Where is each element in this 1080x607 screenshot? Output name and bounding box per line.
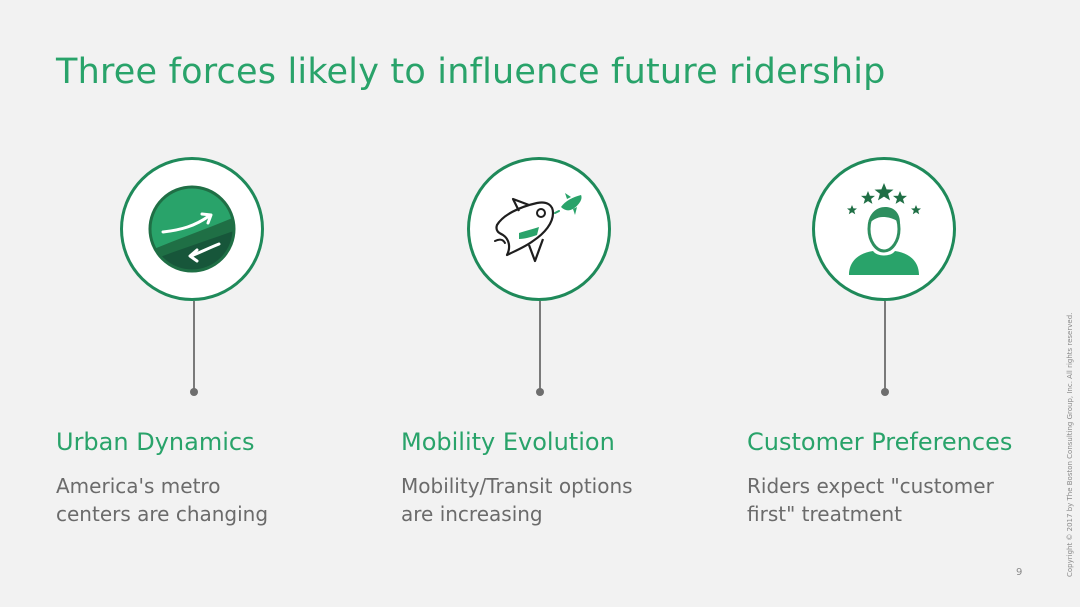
person-stars-icon [847, 183, 921, 275]
description-line: America's metro [56, 474, 221, 498]
description-line: centers are changing [56, 502, 269, 526]
description-line: Riders expect "customer [747, 474, 994, 498]
page-number: 9 [1016, 567, 1023, 578]
description-line: are increasing [401, 502, 543, 526]
description-line: Mobility/Transit options [401, 474, 633, 498]
force-description: America's metro centers are changing [56, 472, 356, 528]
force-title: Mobility Evolution [401, 428, 615, 456]
slide-title: Three forces likely to influence future … [56, 52, 886, 92]
icon-circle [120, 157, 264, 301]
icon-circle [812, 157, 956, 301]
force-description: Mobility/Transit options are increasing [401, 472, 701, 528]
force-description: Riders expect "customer first" treatment [747, 472, 1047, 528]
connector-dot [536, 388, 544, 396]
connector-line [193, 301, 195, 389]
icon-circle [467, 157, 611, 301]
force-title: Customer Preferences [747, 428, 1013, 456]
force-customer-preferences: Customer Preferences Riders expect "cust… [747, 0, 1047, 607]
force-mobility-evolution: Mobility Evolution Mobility/Transit opti… [401, 0, 701, 607]
connector-dot [190, 388, 198, 396]
rocket-icon [494, 193, 582, 263]
copyright-notice: Copyright © 2017 by The Boston Consultin… [1066, 312, 1074, 577]
connector-line [884, 301, 886, 389]
force-urban-dynamics: Urban Dynamics America's metro centers a… [56, 0, 356, 607]
connector-line [539, 301, 541, 389]
connector-dot [881, 388, 889, 396]
force-title: Urban Dynamics [56, 428, 255, 456]
globe-arrows-icon [148, 185, 236, 273]
description-line: first" treatment [747, 502, 902, 526]
